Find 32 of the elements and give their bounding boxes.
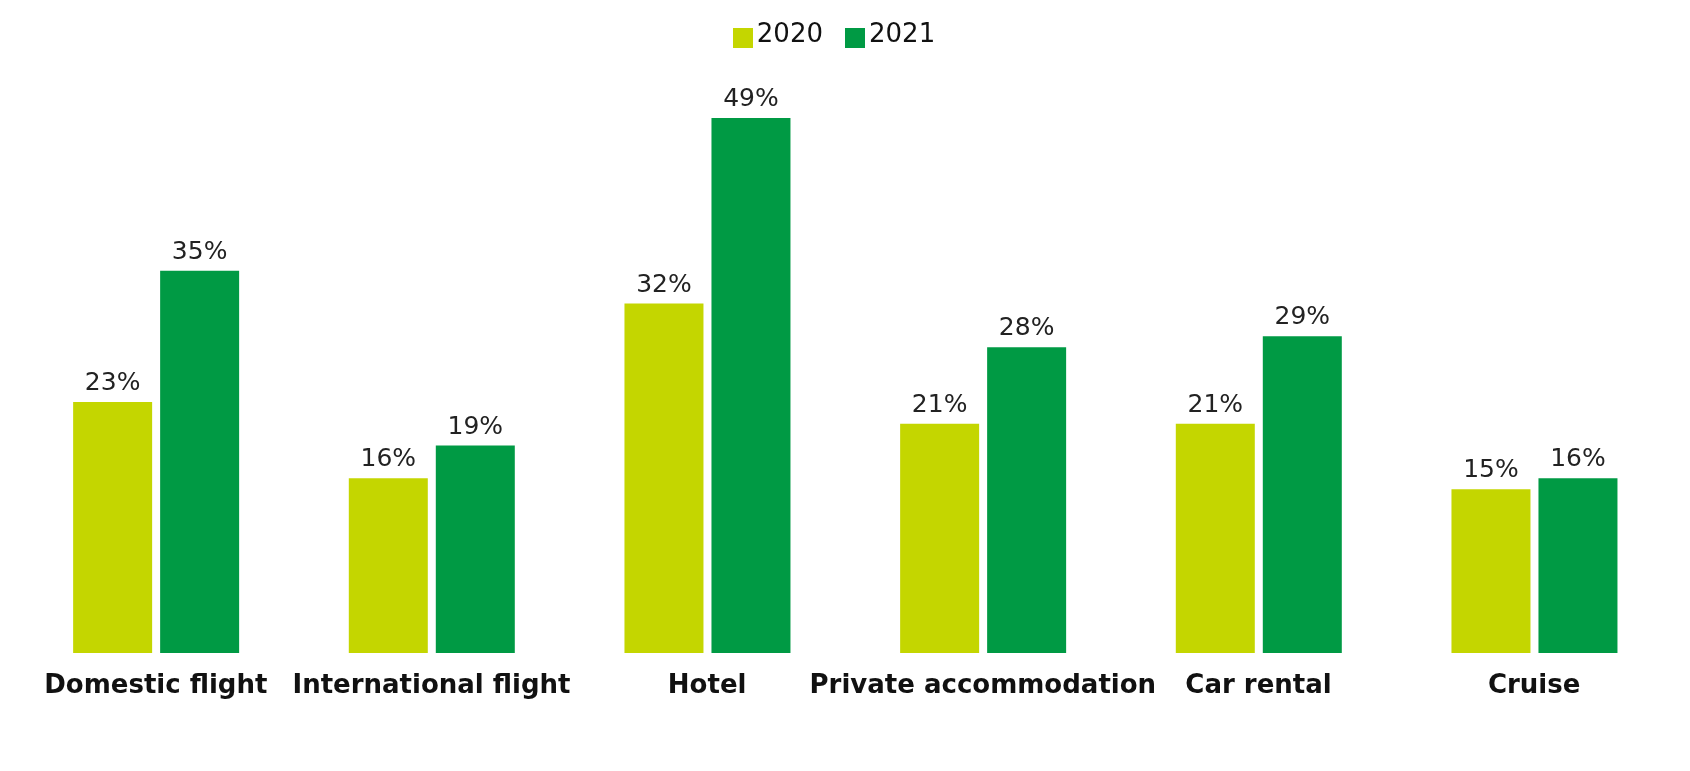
x-tick-label: International flight: [292, 669, 571, 700]
bar: [435, 445, 515, 653]
data-label: 16%: [360, 443, 417, 473]
x-tick-label: Car rental: [1185, 669, 1332, 700]
data-label: 35%: [171, 235, 228, 265]
x-tick-label: Cruise: [1487, 669, 1581, 700]
bar: [348, 478, 428, 653]
bar: [987, 347, 1067, 653]
bar: [1538, 478, 1618, 653]
data-label: 19%: [447, 410, 504, 440]
data-label: 49%: [723, 83, 779, 112]
data-label: 28%: [998, 312, 1055, 342]
x-tick-label: Hotel: [667, 669, 747, 700]
bar: [624, 303, 704, 653]
bar: [73, 401, 153, 653]
x-tick-label: Domestic flight: [44, 669, 268, 700]
data-label: 21%: [911, 388, 968, 418]
bar: [711, 118, 791, 653]
data-label: 15%: [1463, 454, 1519, 484]
legend-label: 2020: [756, 18, 823, 48]
bar: [160, 270, 240, 653]
bar: [900, 423, 980, 653]
x-tick-label: Private accommodation: [809, 669, 1157, 700]
bar: [1175, 423, 1255, 653]
data-label: 23%: [84, 366, 141, 396]
legend-label: 2021: [869, 18, 936, 48]
bar: [1451, 489, 1531, 653]
data-label: 29%: [1274, 301, 1331, 331]
data-label: 21%: [1187, 388, 1244, 418]
data-label: 32%: [636, 268, 692, 298]
bar: [1262, 336, 1342, 653]
data-label: 16%: [1550, 443, 1606, 473]
